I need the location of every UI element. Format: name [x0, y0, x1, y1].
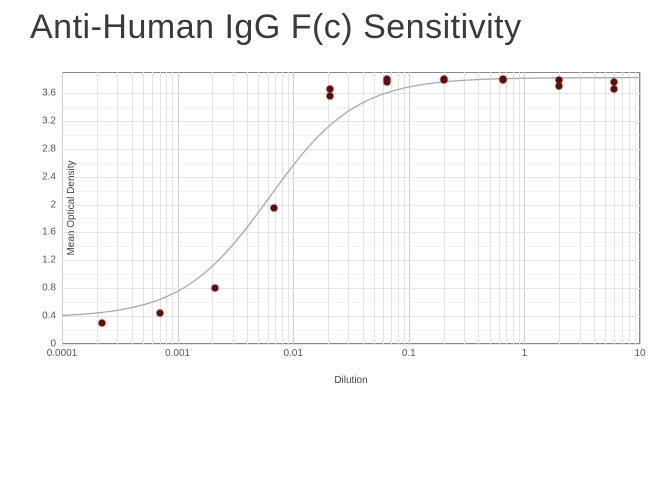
- data-point: [611, 79, 618, 86]
- chart-title: Anti-Human IgG F(c) Sensitivity: [30, 8, 522, 47]
- y-axis-tick-label: 3.2: [42, 115, 56, 126]
- data-point: [270, 205, 277, 212]
- x-axis-title: Dilution: [334, 375, 367, 386]
- fitted-curve-svg: [62, 72, 640, 344]
- x-axis-tick-label: 0.1: [402, 348, 416, 359]
- data-point: [556, 77, 563, 84]
- y-axis-tick-label: 1.2: [42, 255, 56, 266]
- x-axis-tick-label: 0.0001: [47, 348, 78, 359]
- x-axis-tick-label: 0.001: [165, 348, 190, 359]
- data-point: [499, 75, 506, 82]
- data-point: [211, 285, 218, 292]
- gridline-vertical-major: [640, 72, 641, 344]
- data-point: [384, 75, 391, 82]
- y-axis-tick-label: 2.8: [42, 143, 56, 154]
- data-point: [327, 86, 334, 93]
- y-axis-tick-label: 1.6: [42, 227, 56, 238]
- data-point: [98, 320, 105, 327]
- x-axis-tick-label: 0.01: [283, 348, 302, 359]
- y-axis-tick-label: 2.4: [42, 171, 56, 182]
- y-axis-tick-label: 0.4: [42, 311, 56, 322]
- y-axis-tick-label: 2: [50, 199, 56, 210]
- data-point: [611, 86, 618, 93]
- data-point: [156, 309, 163, 316]
- x-axis-tick-label: 10: [634, 348, 645, 359]
- data-point: [327, 93, 334, 100]
- y-axis-tick-label: 3.6: [42, 87, 56, 98]
- x-axis-tick-label: 1: [522, 348, 528, 359]
- data-point: [440, 75, 447, 82]
- chart-plot-area: 0 0.4 0.8 1.2 1.6 2 2.4 2.8 3.2 3.6 0.0001 0.001 0.…: [62, 72, 640, 344]
- y-axis-tick-label: 0.8: [42, 283, 56, 294]
- gridline-horizontal: [62, 344, 640, 345]
